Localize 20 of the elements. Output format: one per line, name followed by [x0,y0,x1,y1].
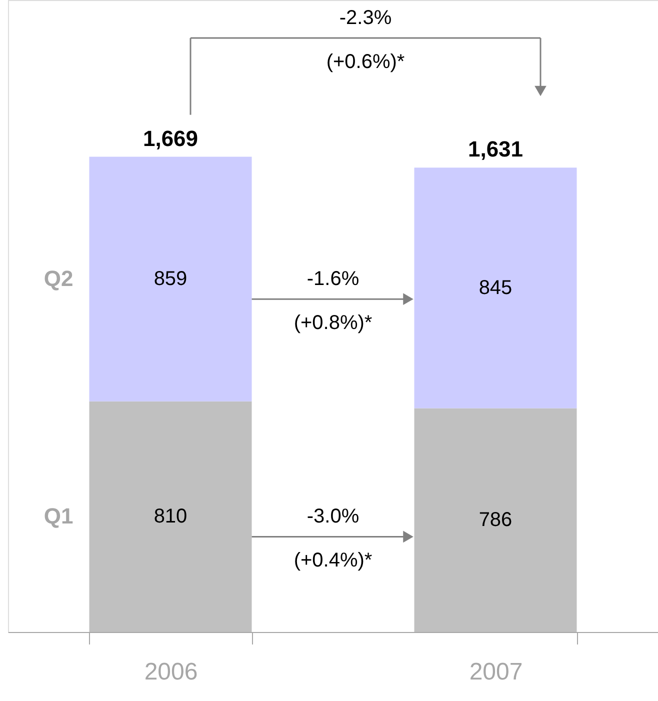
annotation: (+0.8%)* [294,312,372,334]
data-label: 845 [478,276,512,299]
bar [89,401,252,632]
data-label: 810 [154,506,188,528]
annotation: -3.0% [306,506,360,528]
total-label: 1,631 [468,136,524,162]
series-label: Q2 [44,266,74,292]
annotation: -1.6% [306,268,360,290]
bar [414,168,577,408]
annotation: (+0.4%)* [294,550,372,572]
data-label: 786 [478,509,512,532]
series-label: Q1 [44,504,74,529]
text: -2.3% [339,7,392,30]
x-tick-label: 2007 [469,658,523,686]
bar [89,156,252,402]
data-label: 859 [154,268,188,290]
bar [414,408,577,632]
total-label: 1,669 [142,126,198,151]
x-tick-label: 2006 [144,658,198,686]
text: (+0.6%)* [326,51,405,74]
